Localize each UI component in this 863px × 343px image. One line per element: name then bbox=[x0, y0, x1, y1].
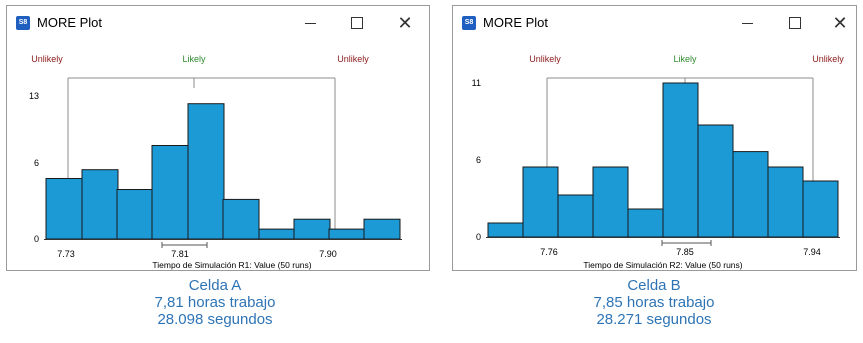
minimize-icon bbox=[741, 22, 753, 24]
unlikely-label-right: Unlikely bbox=[812, 54, 844, 64]
y-tick-label: 0 bbox=[476, 232, 481, 242]
histogram-bar bbox=[222, 198, 260, 240]
histogram-bar bbox=[522, 166, 559, 238]
caption-title: Celda B bbox=[627, 277, 681, 294]
x-tick-label: 7.85 bbox=[676, 247, 694, 257]
histogram-bar bbox=[363, 218, 401, 240]
window-titlebar[interactable]: S8 MORE Plot ✕ bbox=[7, 6, 429, 40]
histogram-bar bbox=[258, 228, 296, 240]
window-title: MORE Plot bbox=[483, 15, 549, 30]
x-tick-label: 7.76 bbox=[540, 247, 558, 257]
histogram-bar bbox=[151, 145, 189, 240]
maximize-button[interactable] bbox=[778, 12, 812, 34]
minimize-button[interactable] bbox=[730, 12, 764, 34]
x-axis-label: Tiempo de Simulación R1: Value (50 runs) bbox=[152, 260, 311, 270]
unlikely-label-right: Unlikely bbox=[337, 54, 369, 64]
histogram-bar bbox=[767, 166, 804, 238]
y-tick-label: 6 bbox=[476, 155, 481, 165]
histogram-bar bbox=[116, 189, 154, 240]
histogram-bar bbox=[328, 228, 366, 240]
app-icon: S8 bbox=[16, 16, 30, 30]
histogram-bar bbox=[187, 103, 225, 240]
histogram-bar bbox=[627, 208, 664, 238]
window-title: MORE Plot bbox=[37, 15, 103, 30]
unlikely-label-left: Unlikely bbox=[31, 54, 63, 64]
caption-celda-b: Celda B 7,85 horas trabajo 28.271 segund… bbox=[444, 277, 863, 328]
caption-seconds: 28.271 segundos bbox=[596, 311, 712, 328]
histogram-bar bbox=[293, 218, 331, 240]
more-plot-window-b: S8 MORE Plot ✕ Unlikely Likely Unlikely 0 6 1… bbox=[452, 5, 857, 271]
histogram-bar bbox=[81, 169, 119, 240]
histogram-bar bbox=[697, 124, 734, 238]
y-tick-label: 6 bbox=[34, 158, 39, 168]
histogram-bar bbox=[45, 178, 83, 240]
x-tick-label: 7.81 bbox=[171, 249, 189, 259]
histogram-bar bbox=[557, 194, 594, 238]
x-axis-label: Tiempo de Simulación R2: Value (50 runs) bbox=[583, 260, 742, 270]
y-tick-label: 0 bbox=[34, 234, 39, 244]
close-button[interactable]: ✕ bbox=[823, 12, 857, 34]
likely-label: Likely bbox=[182, 54, 206, 64]
x-tick-label: 7.73 bbox=[57, 249, 75, 259]
minimize-button[interactable] bbox=[293, 12, 327, 34]
caption-seconds: 28.098 segundos bbox=[157, 311, 273, 328]
histogram-bar bbox=[592, 166, 629, 238]
caption-title: Celda A bbox=[188, 277, 242, 294]
histogram-bar bbox=[487, 222, 524, 238]
histogram-chart: Unlikely Likely Unlikely 0 6 13 7.73 7.81 7.90 Ti… bbox=[29, 54, 402, 270]
x-tick-label: 7.94 bbox=[803, 247, 821, 257]
minimize-icon bbox=[304, 22, 316, 24]
histogram-bar bbox=[662, 82, 699, 238]
close-icon: ✕ bbox=[397, 13, 413, 33]
histogram-bar bbox=[802, 180, 839, 238]
maximize-icon bbox=[789, 17, 801, 29]
app-icon: S8 bbox=[462, 16, 476, 30]
unlikely-label-left: Unlikely bbox=[529, 54, 561, 64]
close-icon: ✕ bbox=[832, 13, 848, 33]
likely-label: Likely bbox=[673, 54, 697, 64]
y-tick-label: 11 bbox=[472, 78, 481, 88]
caption-hours: 7,85 horas trabajo bbox=[593, 294, 715, 311]
caption-celda-a: Celda A 7,81 horas trabajo 28.098 segund… bbox=[5, 277, 425, 328]
maximize-button[interactable] bbox=[340, 12, 374, 34]
caption-hours: 7,81 horas trabajo bbox=[154, 294, 276, 311]
histogram-chart: Unlikely Likely Unlikely 0 6 11 7.76 7.85 7.94 Ti… bbox=[472, 54, 845, 270]
close-button[interactable]: ✕ bbox=[388, 12, 422, 34]
x-tick-label: 7.90 bbox=[319, 249, 337, 259]
more-plot-window-a: S8 MORE Plot ✕ Unlikely Likely Unlikely 0 6 1… bbox=[6, 5, 430, 271]
y-tick-label: 13 bbox=[29, 91, 39, 101]
window-titlebar[interactable]: S8 MORE Plot ✕ bbox=[453, 6, 856, 40]
histogram-bar bbox=[732, 151, 769, 238]
maximize-icon bbox=[351, 17, 363, 29]
